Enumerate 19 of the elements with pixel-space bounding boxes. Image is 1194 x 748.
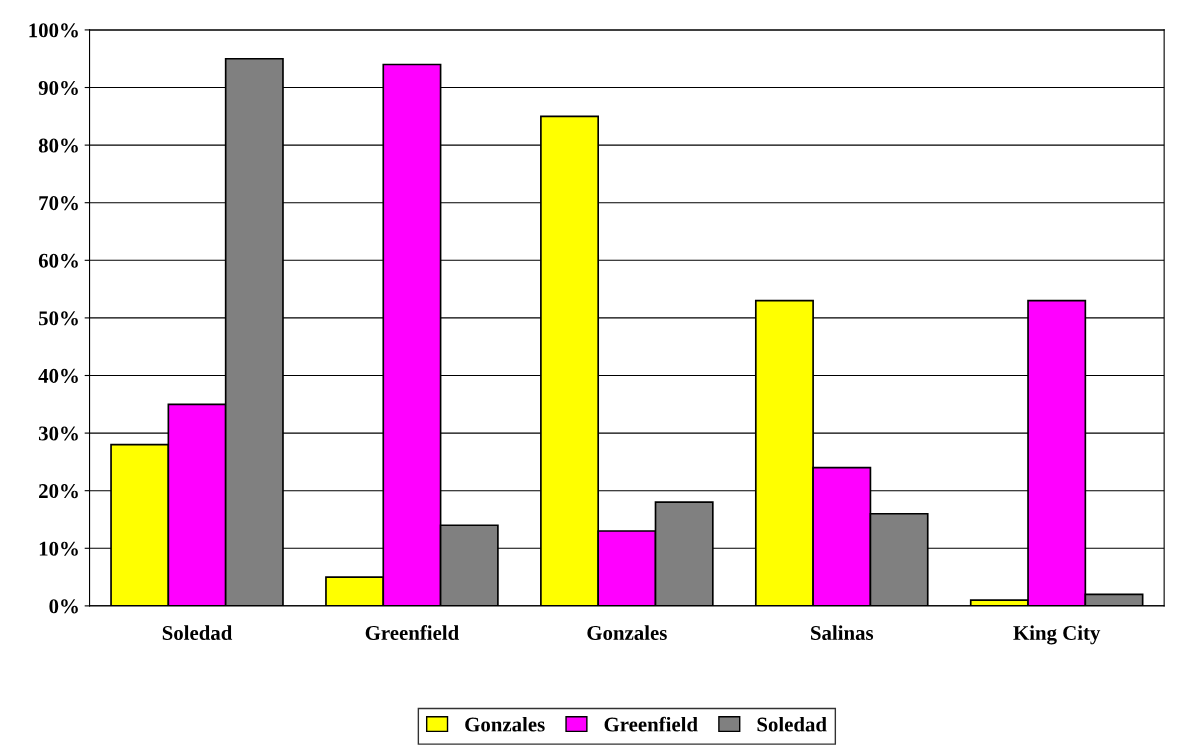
y-tick-label: 30% [38, 426, 78, 441]
y-tick-label: 40% [38, 368, 78, 383]
legend-label: Greenfield [604, 716, 698, 732]
legend-label: Soledad [757, 716, 827, 732]
y-tick-label: 50% [38, 311, 78, 326]
x-tick-label: Gonzales [587, 625, 667, 640]
x-tick-label: Greenfield [365, 625, 459, 640]
y-tick-label: 10% [39, 541, 78, 556]
y-tick-label: 90% [38, 80, 78, 96]
y-tick-label: 80% [38, 138, 78, 153]
y-tick-label: 100% [29, 23, 78, 38]
x-tick-label: Soledad [162, 625, 233, 640]
x-tick-label: King City [1013, 625, 1101, 645]
y-tick-label: 20% [39, 484, 78, 499]
y-tick-label: 0% [49, 599, 78, 614]
legend-label: Gonzales [465, 716, 545, 732]
y-tick-label: 60% [38, 253, 78, 268]
y-tick-label: 70% [39, 196, 78, 211]
x-tick-label: Salinas [811, 625, 874, 640]
